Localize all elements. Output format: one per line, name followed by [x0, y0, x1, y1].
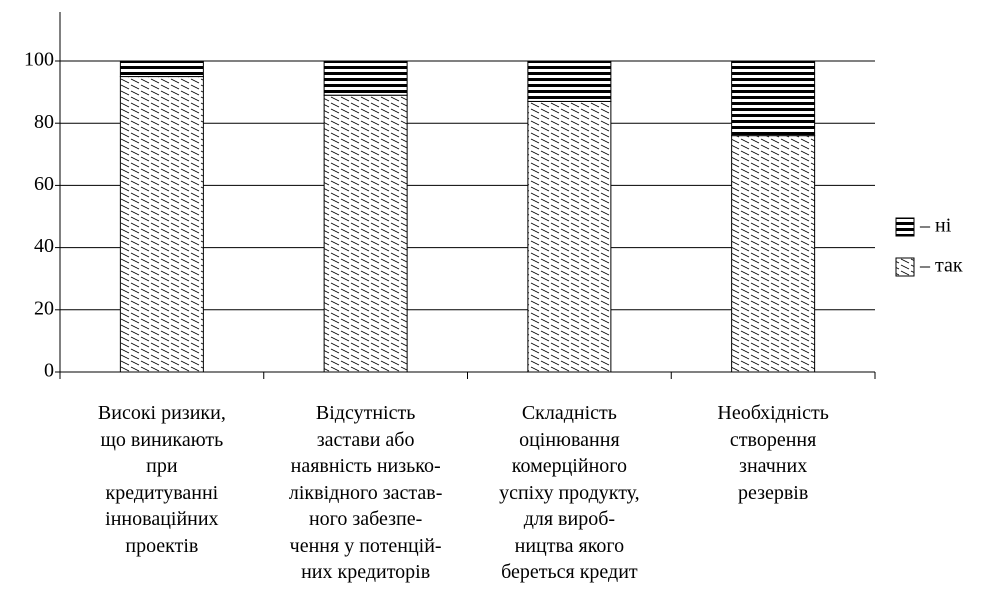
legend-swatch — [895, 217, 915, 237]
bar-segment — [527, 60, 612, 102]
bar-segment — [527, 100, 612, 373]
bar-segment — [731, 60, 816, 137]
y-tick-label: 100 — [24, 49, 54, 71]
bar-segment — [323, 60, 408, 96]
legend-label: – ні — [919, 215, 952, 237]
x-tick-label: Відсутність застави або наявність низько… — [288, 402, 443, 583]
bar-segment — [119, 60, 204, 78]
y-tick-label: 20 — [34, 297, 54, 319]
y-tick-label: 80 — [34, 111, 54, 133]
bar-segment — [119, 76, 204, 373]
x-tick-label: Високі ризики, що виникають при кредитув… — [97, 402, 226, 557]
y-tick-label: 60 — [34, 173, 54, 195]
x-tick-label: Складність оцінювання комерційного успіх… — [499, 402, 640, 583]
y-tick-label: 0 — [44, 360, 54, 382]
bar-segment — [731, 135, 816, 373]
x-tick-label: Необхідність створення значних резервів — [717, 402, 829, 504]
bar-segment — [323, 94, 408, 373]
y-tick-label: 40 — [34, 235, 54, 257]
legend-label: – так — [919, 255, 963, 277]
legend-swatch — [895, 257, 915, 277]
